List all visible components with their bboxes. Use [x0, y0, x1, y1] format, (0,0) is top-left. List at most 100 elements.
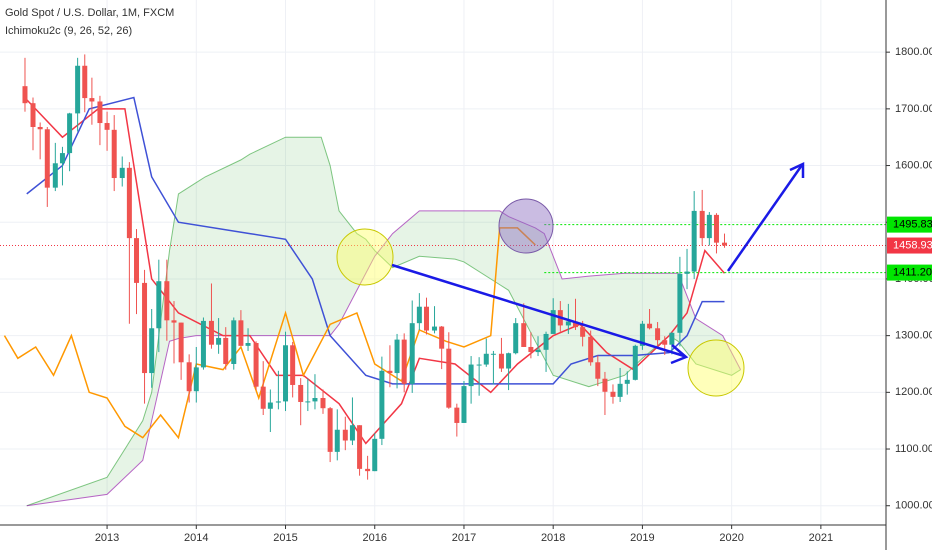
candle-body [565, 321, 571, 326]
candle-body [89, 98, 95, 102]
candle-body [506, 353, 512, 369]
candle-body [513, 323, 519, 354]
candle-body [454, 407, 460, 423]
candle-body [461, 386, 467, 423]
candle-body [588, 336, 594, 363]
candle-body [200, 320, 206, 368]
y-tick-label: 1300.00 [895, 330, 932, 342]
time-axis-bg [0, 525, 932, 550]
y-tick-label: 1200.00 [895, 386, 932, 398]
candle-body [655, 328, 661, 341]
candle-body [699, 210, 705, 239]
candle-body [432, 326, 438, 331]
y-tick-label: 1100.00 [895, 443, 932, 455]
indicator-line [26, 96, 725, 385]
candle-body [446, 348, 452, 408]
candle-body [439, 326, 445, 349]
candle-body [156, 281, 162, 329]
candle-body [498, 353, 504, 369]
candle-body [327, 408, 333, 452]
candle-body [713, 214, 719, 243]
candle-body [149, 328, 155, 374]
arrow [391, 263, 685, 358]
candle-body [342, 429, 348, 441]
candle-body [632, 345, 638, 380]
candle-body [312, 398, 318, 402]
candle-body [104, 123, 110, 130]
candle-body [37, 126, 43, 130]
candle-body [238, 320, 244, 346]
candle-body [706, 214, 712, 239]
candle-body [387, 370, 393, 374]
candle-body [30, 103, 36, 127]
candle-body [468, 364, 474, 387]
candle-body [483, 353, 489, 365]
indicator-line [3, 227, 536, 440]
candle-body [647, 323, 653, 329]
candle-body [572, 321, 578, 328]
x-tick-label: 2016 [363, 532, 387, 544]
price-label-bg [887, 264, 932, 281]
candle-body [283, 345, 289, 402]
candle-body [365, 468, 371, 472]
highlight-circle [336, 228, 394, 286]
x-tick-label: 2020 [719, 532, 743, 544]
candle-body [111, 129, 117, 179]
price-label: 1495.83 [893, 219, 932, 231]
cloud-fill [26, 137, 741, 506]
candle-body [260, 386, 266, 409]
y-tick-label: 1700.00 [895, 103, 932, 115]
y-tick-label: 1800.00 [895, 46, 932, 58]
arrow-head [670, 344, 689, 365]
candle-body [126, 167, 132, 239]
candle-body [580, 327, 586, 337]
candle-body [193, 367, 199, 392]
candle-body [349, 425, 355, 441]
candle-body [394, 339, 400, 374]
x-tick-label: 2018 [541, 532, 565, 544]
candle-body [275, 401, 281, 403]
candle-body [677, 273, 683, 333]
chart-title: Gold Spot / U.S. Dollar, 1M, FXCM [5, 7, 174, 19]
candle-body [528, 346, 534, 353]
candle-body [372, 438, 378, 472]
candle-body [722, 242, 728, 246]
plot-area [0, 0, 886, 525]
candle-body [320, 398, 326, 409]
candle-body [186, 362, 192, 392]
arrow [726, 164, 804, 272]
candle-body [416, 306, 422, 324]
candle-body [44, 129, 50, 188]
candle-body [691, 210, 697, 272]
candle-body [662, 340, 668, 345]
candle-body [617, 383, 623, 397]
annotations [336, 162, 805, 397]
candle-body [298, 384, 304, 402]
candle-body [59, 153, 65, 164]
x-tick-label: 2017 [452, 532, 476, 544]
candle-body [357, 425, 363, 469]
price-label-bg [887, 237, 932, 254]
candle-body [602, 378, 608, 392]
candle-body [669, 332, 675, 345]
candle-body [22, 86, 28, 104]
candle-body [223, 337, 229, 364]
candle-body [67, 113, 73, 154]
candle-body [290, 345, 296, 385]
y-tick-label: 1600.00 [895, 159, 932, 171]
candle-body [610, 391, 616, 397]
price-label: 1411.20 [893, 266, 932, 278]
candle-body [595, 362, 601, 379]
indicator-label: Ichimoku2c (9, 26, 52, 26) [5, 25, 132, 37]
x-tick-label: 2021 [809, 532, 833, 544]
candle-body [535, 349, 541, 353]
candle-body [423, 306, 429, 331]
candle-body [639, 323, 645, 346]
candle-body [521, 323, 527, 347]
price-label-bg [887, 216, 932, 233]
candle-body [52, 163, 58, 188]
candle-body [75, 65, 81, 114]
highlight-circle [687, 339, 745, 397]
